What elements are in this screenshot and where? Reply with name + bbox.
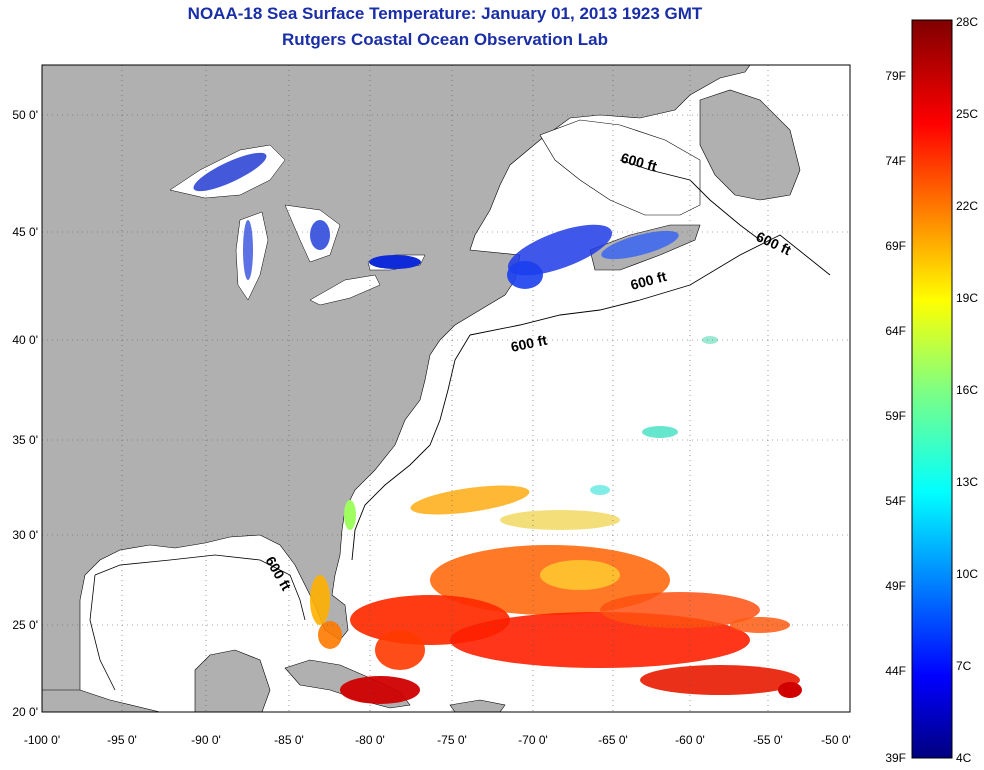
lat-tick-25: 25 0' xyxy=(12,618,38,632)
lon-tick-55: -55 0' xyxy=(753,733,783,747)
colorbar-f-74: 74F xyxy=(885,154,906,168)
colorbar-f-44: 44F xyxy=(885,664,906,678)
sst-mid-patches xyxy=(344,336,718,530)
land-newfoundland xyxy=(699,89,801,201)
colorbar-c-28: 28C xyxy=(956,15,978,29)
lon-tick-70: -70 0' xyxy=(518,733,548,747)
colorbar-c-13: 13C xyxy=(956,475,978,489)
lon-tick-65: -65 0' xyxy=(598,733,628,747)
colorbar-c-7: 7C xyxy=(956,659,972,673)
lon-tick-85: -85 0' xyxy=(274,733,304,747)
colorbar-f-69: 69F xyxy=(885,239,906,253)
shelf-contour-north xyxy=(619,159,761,241)
colorbar-c-22: 22C xyxy=(956,199,978,213)
sst-warm-patches xyxy=(310,485,802,704)
lat-tick-35: 35 0' xyxy=(12,433,38,447)
lon-tick-75: -75 0' xyxy=(437,733,467,747)
lat-tick-40: 40 0' xyxy=(12,333,38,347)
map-subtitle: Rutgers Coastal Ocean Observation Lab xyxy=(282,30,608,49)
lon-tick-60: -60 0' xyxy=(675,733,705,747)
lon-tick-95: -95 0' xyxy=(107,733,137,747)
lake-erie xyxy=(309,274,381,306)
lat-tick-50: 50 0' xyxy=(12,108,38,122)
colorbar-f-59: 59F xyxy=(885,409,906,423)
colorbar-f-54: 54F xyxy=(885,494,906,508)
colorbar-c-16: 16C xyxy=(956,383,978,397)
land-north-america xyxy=(42,65,751,712)
land-yucatan xyxy=(42,649,271,712)
lon-tick-90: -90 0' xyxy=(191,733,221,747)
lon-tick-50: -50 0' xyxy=(821,733,851,747)
lat-tick-30: 30 0' xyxy=(12,528,38,542)
gulf-shelf-contour xyxy=(89,554,306,691)
lat-tick-45: 45 0' xyxy=(12,225,38,239)
map-frame xyxy=(41,64,851,713)
lon-tick-80: -80 0' xyxy=(355,733,385,747)
contour-label-4: 600 ft xyxy=(509,332,548,355)
colorbar-c-10: 10C xyxy=(956,567,978,581)
colorbar-c-25: 25C xyxy=(956,107,978,121)
sst-cold-patches xyxy=(193,152,679,289)
colorbar-f-39: 39F xyxy=(885,751,906,765)
colorbar-c-19: 19C xyxy=(956,291,978,305)
lat-tick-20: 20 0' xyxy=(12,705,38,719)
shelf-contour-600ft xyxy=(351,234,831,561)
colorbar-f-49: 49F xyxy=(885,579,906,593)
colorbar xyxy=(911,19,953,759)
lon-tick-100: -100 0' xyxy=(24,733,60,747)
map-title: NOAA-18 Sea Surface Temperature: January… xyxy=(187,4,703,23)
colorbar-f-64: 64F xyxy=(885,324,906,338)
colorbar-f-79: 79F xyxy=(885,69,906,83)
land-hispaniola xyxy=(449,699,506,712)
colorbar-c-4: 4C xyxy=(956,751,972,765)
